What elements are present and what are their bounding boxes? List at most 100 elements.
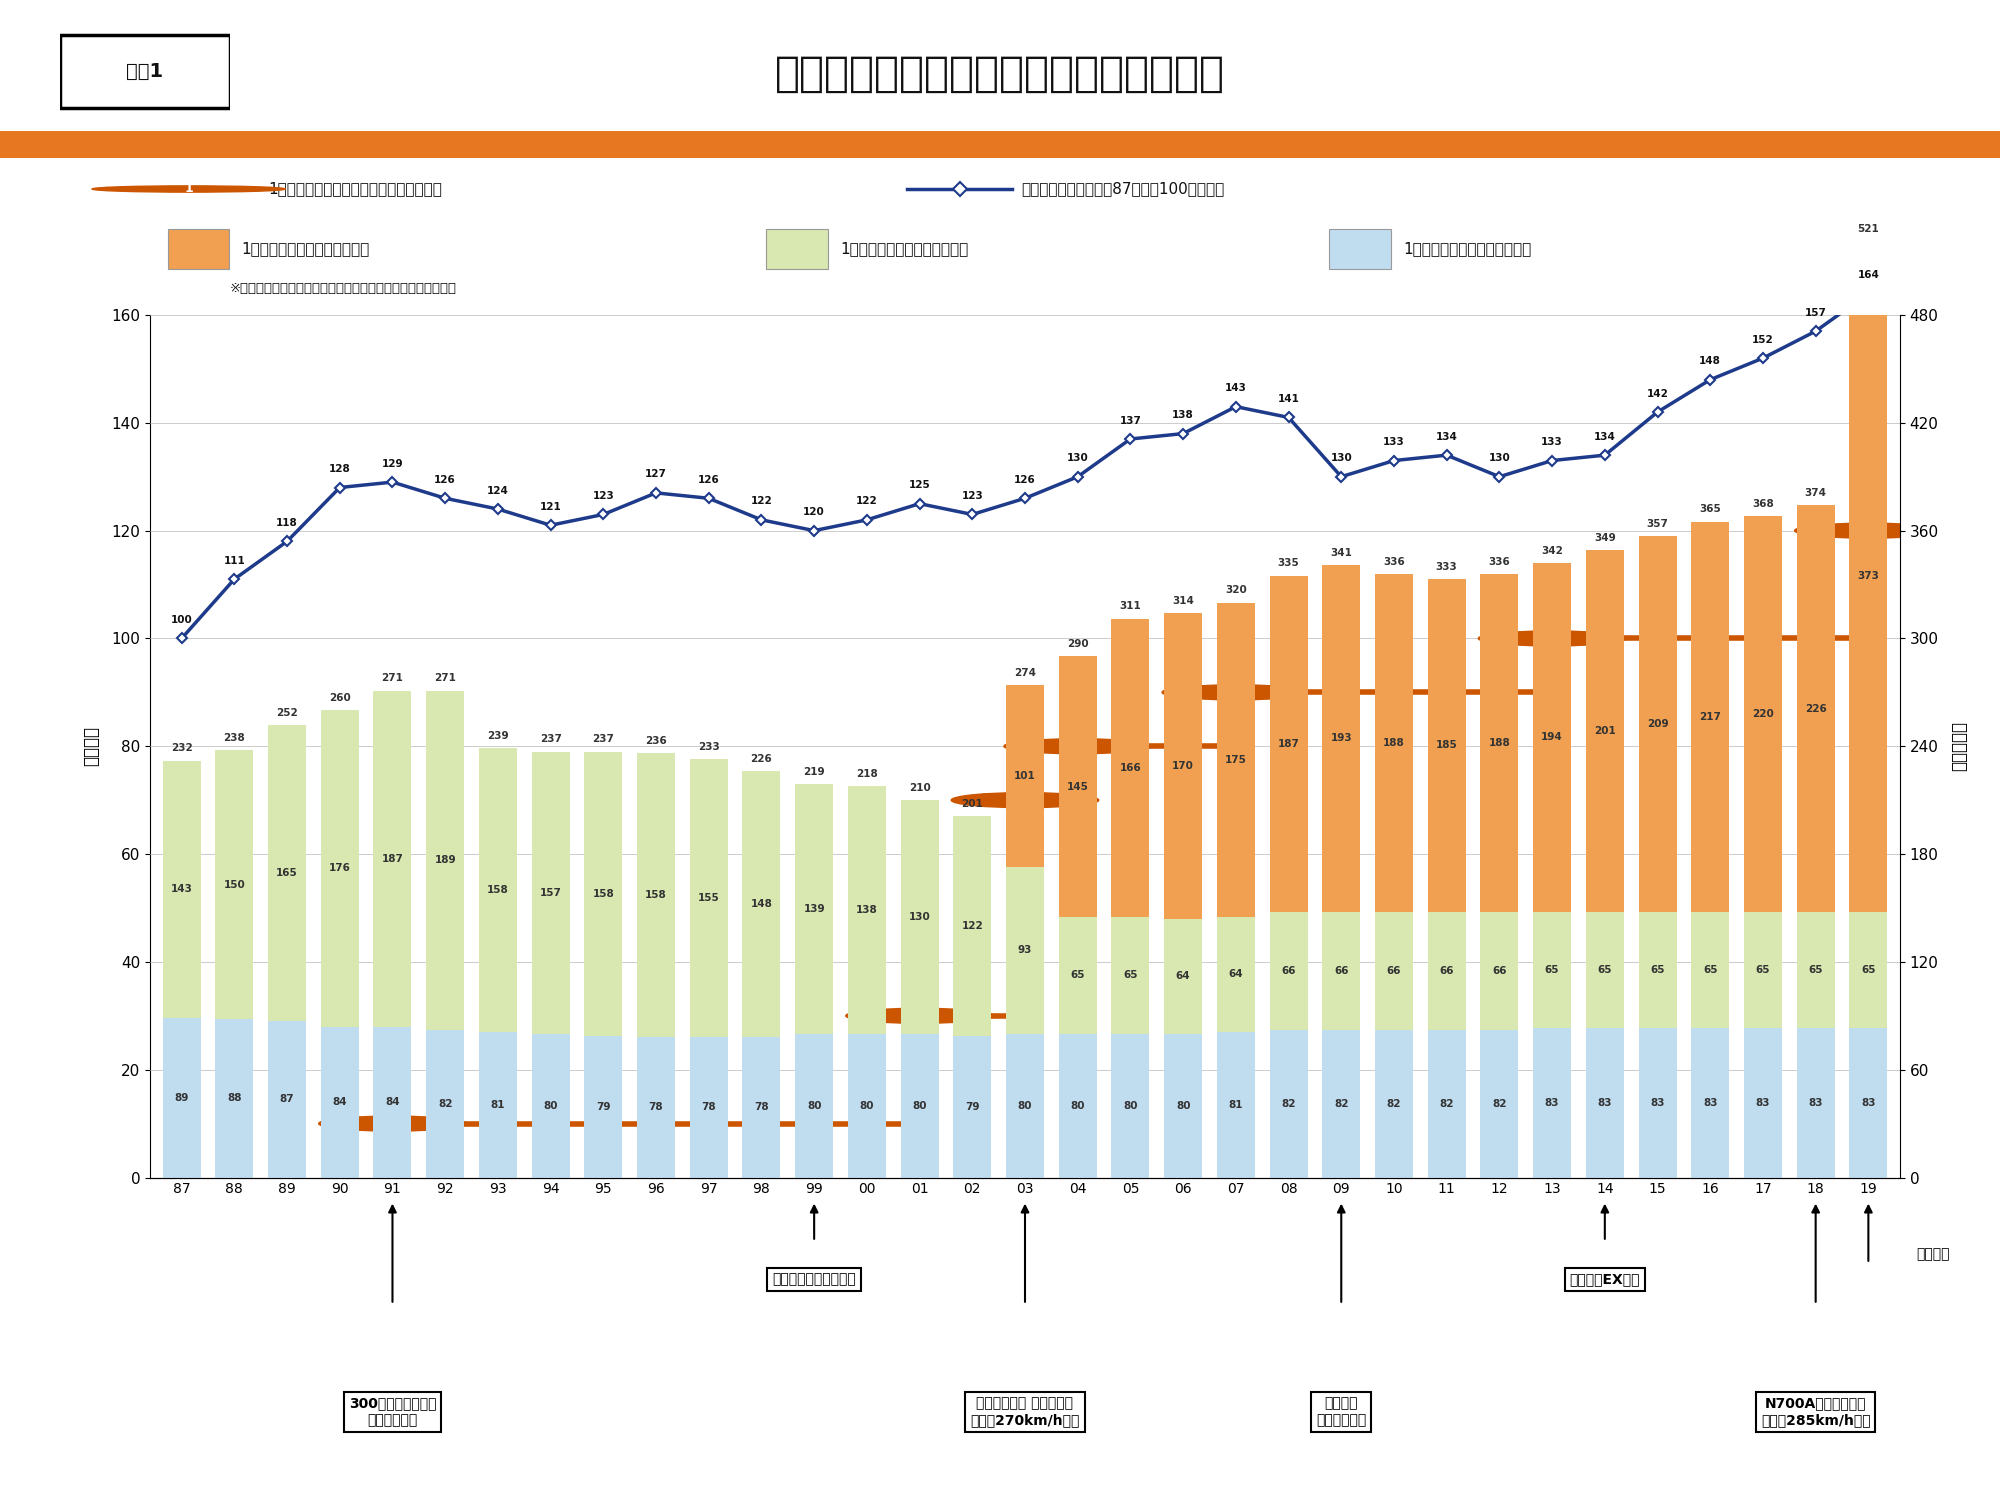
Text: 252: 252	[276, 708, 298, 717]
Text: 東海道新幹線輸送量（87年度を100とする）: 東海道新幹線輸送量（87年度を100とする）	[1022, 182, 1224, 196]
Text: 194: 194	[1542, 732, 1562, 742]
Text: 226: 226	[1804, 704, 1826, 714]
Bar	[1744, 1029, 1782, 1178]
Text: 133: 133	[1384, 436, 1404, 447]
Text: 118: 118	[276, 518, 298, 528]
Text: 157: 157	[1804, 308, 1826, 318]
Bar	[426, 690, 464, 1030]
FancyBboxPatch shape	[60, 34, 230, 108]
Text: 170: 170	[1172, 760, 1194, 771]
Text: 274: 274	[1014, 668, 1036, 678]
Text: 335: 335	[1278, 558, 1300, 568]
Text: 64: 64	[1176, 972, 1190, 981]
Bar	[478, 748, 516, 1032]
Text: 126: 126	[1014, 476, 1036, 484]
Text: 66: 66	[1440, 966, 1454, 976]
Circle shape	[92, 186, 286, 192]
Text: 130: 130	[1066, 453, 1088, 464]
Bar	[1534, 562, 1572, 912]
Text: 1: 1	[388, 1118, 396, 1130]
Text: 83: 83	[1544, 1098, 1560, 1108]
Text: 128: 128	[328, 464, 350, 474]
Text: 141: 141	[1278, 394, 1300, 404]
Text: 209: 209	[1646, 718, 1668, 729]
Text: 65: 65	[1124, 970, 1138, 981]
Text: 123: 123	[962, 490, 984, 501]
Text: 66: 66	[1282, 966, 1296, 976]
Bar	[584, 752, 622, 1035]
FancyBboxPatch shape	[766, 230, 828, 268]
Text: 157: 157	[540, 888, 562, 897]
Bar	[1586, 1029, 1624, 1178]
Text: 101: 101	[1014, 771, 1036, 782]
Text: 123: 123	[592, 490, 614, 501]
Text: 1日あたり「のぞみ」運転本数: 1日あたり「のぞみ」運転本数	[242, 242, 370, 256]
Y-axis label: （指数）: （指数）	[82, 726, 100, 766]
Text: 188: 188	[1384, 738, 1404, 747]
Text: 193: 193	[1330, 734, 1352, 742]
FancyBboxPatch shape	[0, 130, 2000, 158]
Text: 232: 232	[170, 744, 192, 753]
Bar	[1534, 1029, 1572, 1178]
Bar	[1322, 566, 1360, 912]
Text: ※端数処理により、各列車の合計本数が一致しない場合がある: ※端数処理により、各列車の合計本数が一致しない場合がある	[230, 282, 456, 296]
Text: 311: 311	[1120, 602, 1142, 612]
Bar	[848, 1034, 886, 1178]
Bar	[796, 784, 834, 1034]
Text: 521: 521	[1858, 224, 1880, 234]
Text: 82: 82	[1492, 1100, 1506, 1108]
FancyBboxPatch shape	[1330, 230, 1390, 268]
Bar	[848, 786, 886, 1034]
Text: 65: 65	[1650, 964, 1664, 975]
Text: 80: 80	[1018, 1101, 1032, 1110]
Text: 220: 220	[1752, 710, 1774, 718]
Bar	[1270, 1030, 1308, 1178]
Text: 188: 188	[1488, 738, 1510, 747]
Text: 82: 82	[1386, 1100, 1402, 1108]
Text: 東海道新幹線 品川駅開業
全列車270km/h運転: 東海道新幹線 品川駅開業 全列車270km/h運転	[970, 1396, 1080, 1426]
Bar	[162, 760, 200, 1017]
Text: 12: 12	[1860, 524, 1878, 537]
Text: 374: 374	[1804, 489, 1826, 498]
Text: 365: 365	[1700, 504, 1722, 515]
Bar	[1376, 1030, 1412, 1178]
Bar	[1480, 1030, 1518, 1178]
Bar	[742, 1038, 780, 1178]
Text: 150: 150	[224, 879, 246, 890]
Text: 111: 111	[224, 555, 246, 566]
Text: 83: 83	[1808, 1098, 1822, 1108]
Text: 84: 84	[332, 1096, 348, 1107]
Text: 東海道新幹線の運転本数と輸送量の推移: 東海道新幹線の運転本数と輸送量の推移	[776, 53, 1224, 94]
Bar	[1744, 516, 1782, 912]
Text: 349: 349	[1594, 532, 1616, 543]
FancyBboxPatch shape	[168, 230, 230, 268]
Bar	[1112, 1034, 1150, 1178]
Text: 237: 237	[540, 735, 562, 744]
Bar	[320, 1026, 358, 1178]
Text: （年度）: （年度）	[1916, 1248, 1950, 1262]
Text: 120: 120	[804, 507, 826, 518]
Text: 82: 82	[1334, 1100, 1348, 1108]
Text: 219: 219	[804, 766, 824, 777]
Bar	[1270, 912, 1308, 1030]
Text: 201: 201	[1594, 726, 1616, 736]
Bar	[954, 1035, 992, 1178]
Text: 79: 79	[596, 1101, 610, 1112]
Bar	[954, 816, 992, 1035]
Text: 65: 65	[1070, 970, 1084, 981]
Bar	[742, 771, 780, 1038]
Text: 80: 80	[1070, 1101, 1084, 1110]
Circle shape	[846, 1008, 994, 1023]
Text: 143: 143	[1224, 382, 1246, 393]
Text: 333: 333	[1436, 562, 1458, 572]
Text: 142: 142	[1646, 388, 1668, 399]
Bar	[1058, 916, 1096, 1034]
Circle shape	[1478, 632, 1626, 646]
Text: 124: 124	[486, 486, 508, 495]
Bar	[1216, 1032, 1254, 1178]
Text: 238: 238	[224, 732, 246, 742]
Bar	[1586, 912, 1624, 1029]
Text: 83: 83	[1756, 1098, 1770, 1108]
Bar	[1164, 614, 1202, 918]
Text: 341: 341	[1330, 548, 1352, 558]
